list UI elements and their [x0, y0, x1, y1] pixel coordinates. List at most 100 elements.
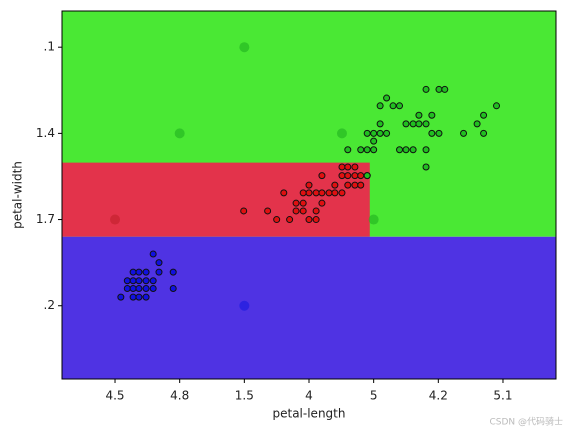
data-point — [312, 189, 320, 197]
data-point — [312, 216, 320, 224]
data-point — [383, 94, 391, 102]
watermark: CSDN @代码骑士 — [489, 416, 563, 428]
data-point — [155, 259, 163, 267]
y-axis-label: petal-width — [11, 161, 25, 229]
x-tick-label: 5 — [370, 389, 378, 403]
data-point — [169, 285, 177, 293]
data-point — [149, 285, 157, 293]
data-point — [376, 102, 384, 110]
x-axis-label: petal-length — [273, 407, 346, 421]
data-point — [363, 172, 371, 180]
data-point — [422, 85, 430, 93]
data-point — [129, 293, 137, 301]
data-point — [473, 120, 481, 128]
data-point — [299, 189, 307, 197]
y-tick-label: .1 — [44, 40, 55, 54]
data-point — [370, 137, 378, 145]
data-point — [363, 146, 371, 154]
x-tick-label: 5.1 — [493, 389, 512, 403]
data-point — [480, 129, 488, 137]
data-point — [142, 285, 150, 293]
data-point — [129, 268, 137, 276]
data-point — [292, 207, 300, 215]
data-point — [331, 181, 339, 189]
data-point — [435, 85, 443, 93]
data-point — [142, 268, 150, 276]
decision-region — [62, 236, 556, 379]
data-point — [422, 120, 430, 128]
data-point — [292, 199, 300, 207]
data-point — [363, 129, 371, 137]
x-tick-label: 4.5 — [105, 389, 124, 403]
data-point — [331, 189, 339, 197]
data-point — [142, 293, 150, 301]
data-point — [338, 189, 346, 197]
data-point — [357, 146, 365, 154]
data-point — [239, 42, 250, 53]
data-point — [135, 277, 143, 285]
data-point — [129, 277, 137, 285]
data-point — [415, 111, 423, 119]
data-point — [351, 172, 359, 180]
data-point — [129, 285, 137, 293]
data-point — [435, 129, 443, 137]
x-tick-label: 1.5 — [235, 389, 254, 403]
data-point — [123, 285, 131, 293]
data-point — [135, 293, 143, 301]
data-point — [325, 189, 333, 197]
data-point — [344, 163, 352, 171]
data-point — [299, 207, 307, 215]
data-point — [240, 207, 248, 215]
data-point — [428, 129, 436, 137]
data-point — [336, 128, 347, 139]
data-point — [357, 181, 365, 189]
data-point — [169, 268, 177, 276]
y-tick-label: 1.7 — [36, 212, 55, 226]
data-point — [273, 216, 281, 224]
y-tick-label: .2 — [44, 298, 55, 312]
data-point — [480, 111, 488, 119]
data-point — [351, 163, 359, 171]
data-point — [389, 102, 397, 110]
data-point — [312, 207, 320, 215]
x-tick-label: 4.2 — [429, 389, 448, 403]
data-point — [409, 120, 417, 128]
data-point — [441, 85, 449, 93]
data-point — [149, 277, 157, 285]
y-tick-label: 1.4 — [36, 126, 55, 140]
data-point — [428, 111, 436, 119]
data-point — [305, 216, 313, 224]
data-point — [409, 146, 417, 154]
data-point — [110, 214, 121, 225]
data-point — [149, 250, 157, 258]
data-point — [493, 102, 501, 110]
data-point — [286, 216, 294, 224]
data-point — [376, 129, 384, 137]
data-point — [402, 120, 410, 128]
data-point — [318, 172, 326, 180]
data-point — [402, 146, 410, 154]
data-point — [338, 163, 346, 171]
x-tick-label: 4 — [305, 389, 313, 403]
data-point — [123, 277, 131, 285]
data-point — [299, 199, 307, 207]
data-point — [155, 268, 163, 276]
data-point — [368, 214, 379, 225]
data-point — [396, 146, 404, 154]
data-point — [239, 300, 250, 311]
data-point — [344, 172, 352, 180]
data-point — [305, 181, 313, 189]
data-point — [318, 189, 326, 197]
data-point — [422, 146, 430, 154]
data-point — [370, 129, 378, 137]
data-point — [338, 172, 346, 180]
data-point — [351, 181, 359, 189]
data-point — [135, 285, 143, 293]
data-point — [415, 120, 423, 128]
data-point — [264, 207, 272, 215]
data-point — [318, 199, 326, 207]
data-point — [344, 146, 352, 154]
data-point — [376, 120, 384, 128]
data-point — [305, 189, 313, 197]
